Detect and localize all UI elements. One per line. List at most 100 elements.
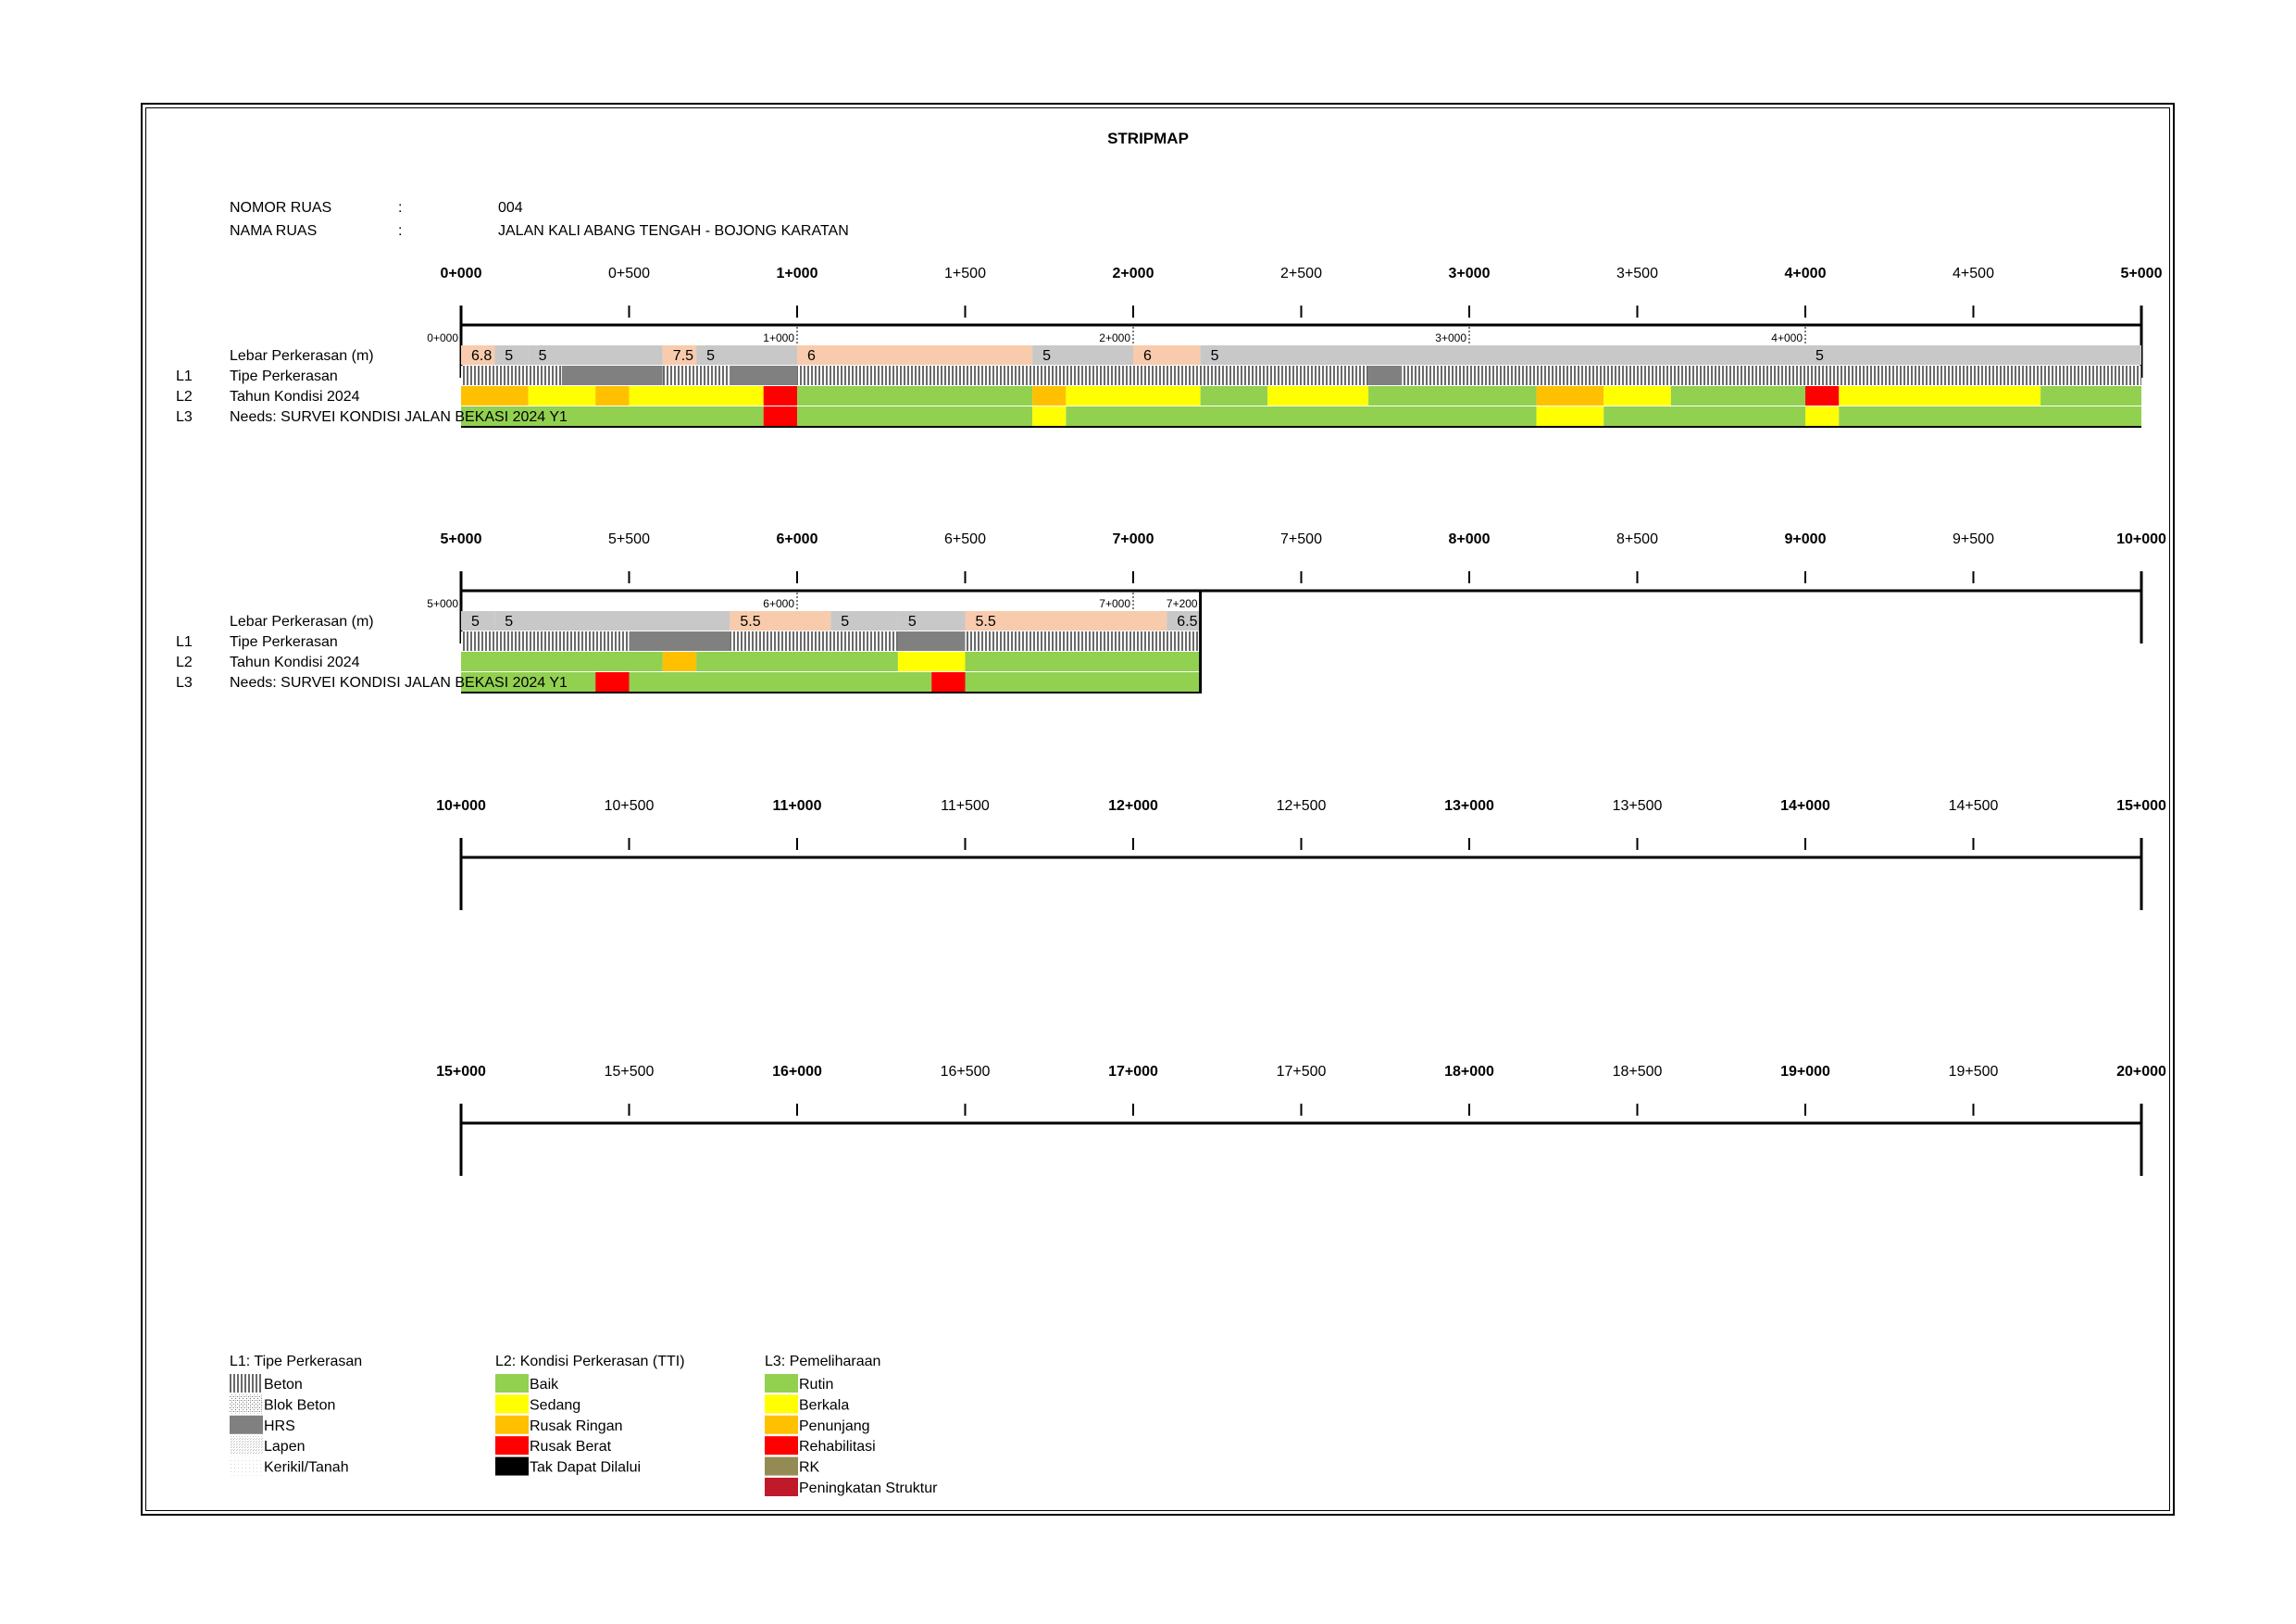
km-label: 10+500	[605, 798, 655, 814]
row-label-lebar: Lebar Perkerasan (m)	[230, 348, 374, 364]
l2-segment	[595, 386, 630, 406]
width-value: 6.8	[471, 348, 492, 364]
km-label: 9+500	[1953, 531, 1994, 547]
km-marker-label: 1+000	[763, 331, 794, 344]
page-frame	[141, 103, 2175, 1516]
l2-segment	[629, 386, 764, 406]
l3-segment	[1032, 406, 1067, 426]
km-label: 10+000	[436, 798, 486, 814]
legend-label: HRS	[264, 1418, 295, 1434]
km-label: 6+000	[777, 531, 818, 547]
km-marker-label: 7+000	[1099, 597, 1130, 610]
km-marker-label: 3+000	[1435, 331, 1466, 344]
km-label: 3+500	[1616, 266, 1658, 281]
legend-swatch	[765, 1415, 798, 1434]
l1-segment-beton	[662, 366, 730, 385]
l2-segment	[1066, 386, 1201, 406]
l1-segment-beton	[730, 631, 898, 651]
l2-segment	[461, 386, 529, 406]
km-label: 18+000	[1444, 1064, 1494, 1080]
km-label: 16+000	[772, 1064, 822, 1080]
km-label: 13+500	[1613, 798, 1663, 814]
legend-swatch	[765, 1478, 798, 1496]
km-label: 0+500	[608, 266, 650, 281]
km-label: 16+500	[941, 1064, 991, 1080]
panel-0: 0+000 0+500 1+000 1+500 2+000 2+500 3+000 3+500…	[176, 266, 2163, 428]
km-marker-label: 2+000	[1099, 331, 1130, 344]
l1-segment-beton	[797, 366, 1369, 385]
width-segment	[1200, 345, 1805, 365]
width-value: 5	[471, 614, 480, 630]
panel-2: 10+000 10+500 11+000 11+500 12+000 12+500 13+0…	[436, 798, 2166, 910]
width-segment	[494, 345, 529, 365]
width-value: 5	[908, 614, 917, 630]
row-code-l2: L2	[176, 655, 193, 670]
l2-segment	[1805, 386, 1840, 406]
km-label: 10+000	[2116, 531, 2166, 547]
row-label-l3: Needs: SURVEI KONDISI JALAN BEKASI 2024 …	[230, 675, 568, 691]
l2-segment	[1536, 386, 1604, 406]
l1-segment-beton	[965, 631, 1201, 651]
width-segment	[494, 611, 730, 631]
l2-segment	[2040, 386, 2141, 406]
legend-label: Rehabilitasi	[799, 1439, 876, 1455]
legend-swatch	[230, 1394, 263, 1414]
km-marker-label: 0+000	[427, 331, 458, 344]
km-label: 19+000	[1780, 1064, 1830, 1080]
l3-segment	[931, 672, 966, 692]
l3-segment	[797, 406, 1033, 426]
l3-segment	[763, 406, 797, 426]
width-value: 6.5	[1177, 614, 1197, 630]
km-label: 7+000	[1113, 531, 1154, 547]
legend-label: Rutin	[799, 1377, 833, 1393]
row-code-l3: L3	[176, 409, 193, 425]
panel-3: 15+000 15+500 16+000 16+500 17+000 17+500 18+0…	[436, 1064, 2166, 1176]
km-label: 20+000	[2116, 1064, 2166, 1080]
legend-label: Peningkatan Struktur	[799, 1480, 938, 1496]
width-segment	[830, 611, 898, 631]
width-value: 5	[539, 348, 547, 364]
km-label: 17+000	[1108, 1064, 1158, 1080]
page-title: STRIPMAP	[1107, 130, 1189, 147]
legend-label: Kerikil/Tanah	[264, 1460, 349, 1476]
l3-segment	[595, 672, 630, 692]
legend-label: Sedang	[530, 1397, 580, 1413]
l2-segment	[1603, 386, 1671, 406]
km-label: 12+500	[1277, 798, 1327, 814]
l3-segment	[965, 672, 1201, 692]
km-label: 2+500	[1280, 266, 1322, 281]
width-segment	[730, 611, 831, 631]
nama-ruas-colon: :	[398, 223, 403, 239]
l1-segment-hrs	[897, 631, 966, 651]
l2-segment	[965, 652, 1201, 671]
l2-segment	[1032, 386, 1067, 406]
legend-title-l1: L1: Tipe Perkerasan	[230, 1354, 362, 1369]
width-value: 6	[1143, 348, 1152, 364]
legend-label: Lapen	[264, 1439, 306, 1455]
width-segment	[797, 345, 1033, 365]
l3-segment	[1603, 406, 1805, 426]
legend-swatch	[495, 1415, 529, 1434]
row-label-l3: Needs: SURVEI KONDISI JALAN BEKASI 2024 …	[230, 409, 568, 425]
l2-segment	[461, 652, 663, 671]
km-marker-label: 4+000	[1771, 331, 1803, 344]
km-label: 19+500	[1949, 1064, 1999, 1080]
l2-segment	[1839, 386, 2041, 406]
legend-swatch	[495, 1374, 529, 1393]
legend-swatch	[765, 1394, 798, 1414]
legend-swatch	[495, 1436, 529, 1455]
l1-segment-hrs	[1368, 366, 1403, 385]
nomor-ruas-colon: :	[398, 200, 403, 216]
legend-swatch	[230, 1436, 263, 1455]
km-label: 5+000	[441, 531, 482, 547]
km-label: 0+000	[441, 266, 482, 281]
row-code-l1: L1	[176, 369, 193, 384]
l1-segment-beton	[461, 366, 562, 385]
l3-segment	[1066, 406, 1537, 426]
legend-label: Blok Beton	[264, 1397, 335, 1413]
l2-segment	[1368, 386, 1537, 406]
width-segment	[965, 611, 1167, 631]
legend-title-l2: L2: Kondisi Perkerasan (TTI)	[495, 1354, 685, 1369]
l3-segment	[1536, 406, 1604, 426]
width-value: 5	[505, 614, 513, 630]
